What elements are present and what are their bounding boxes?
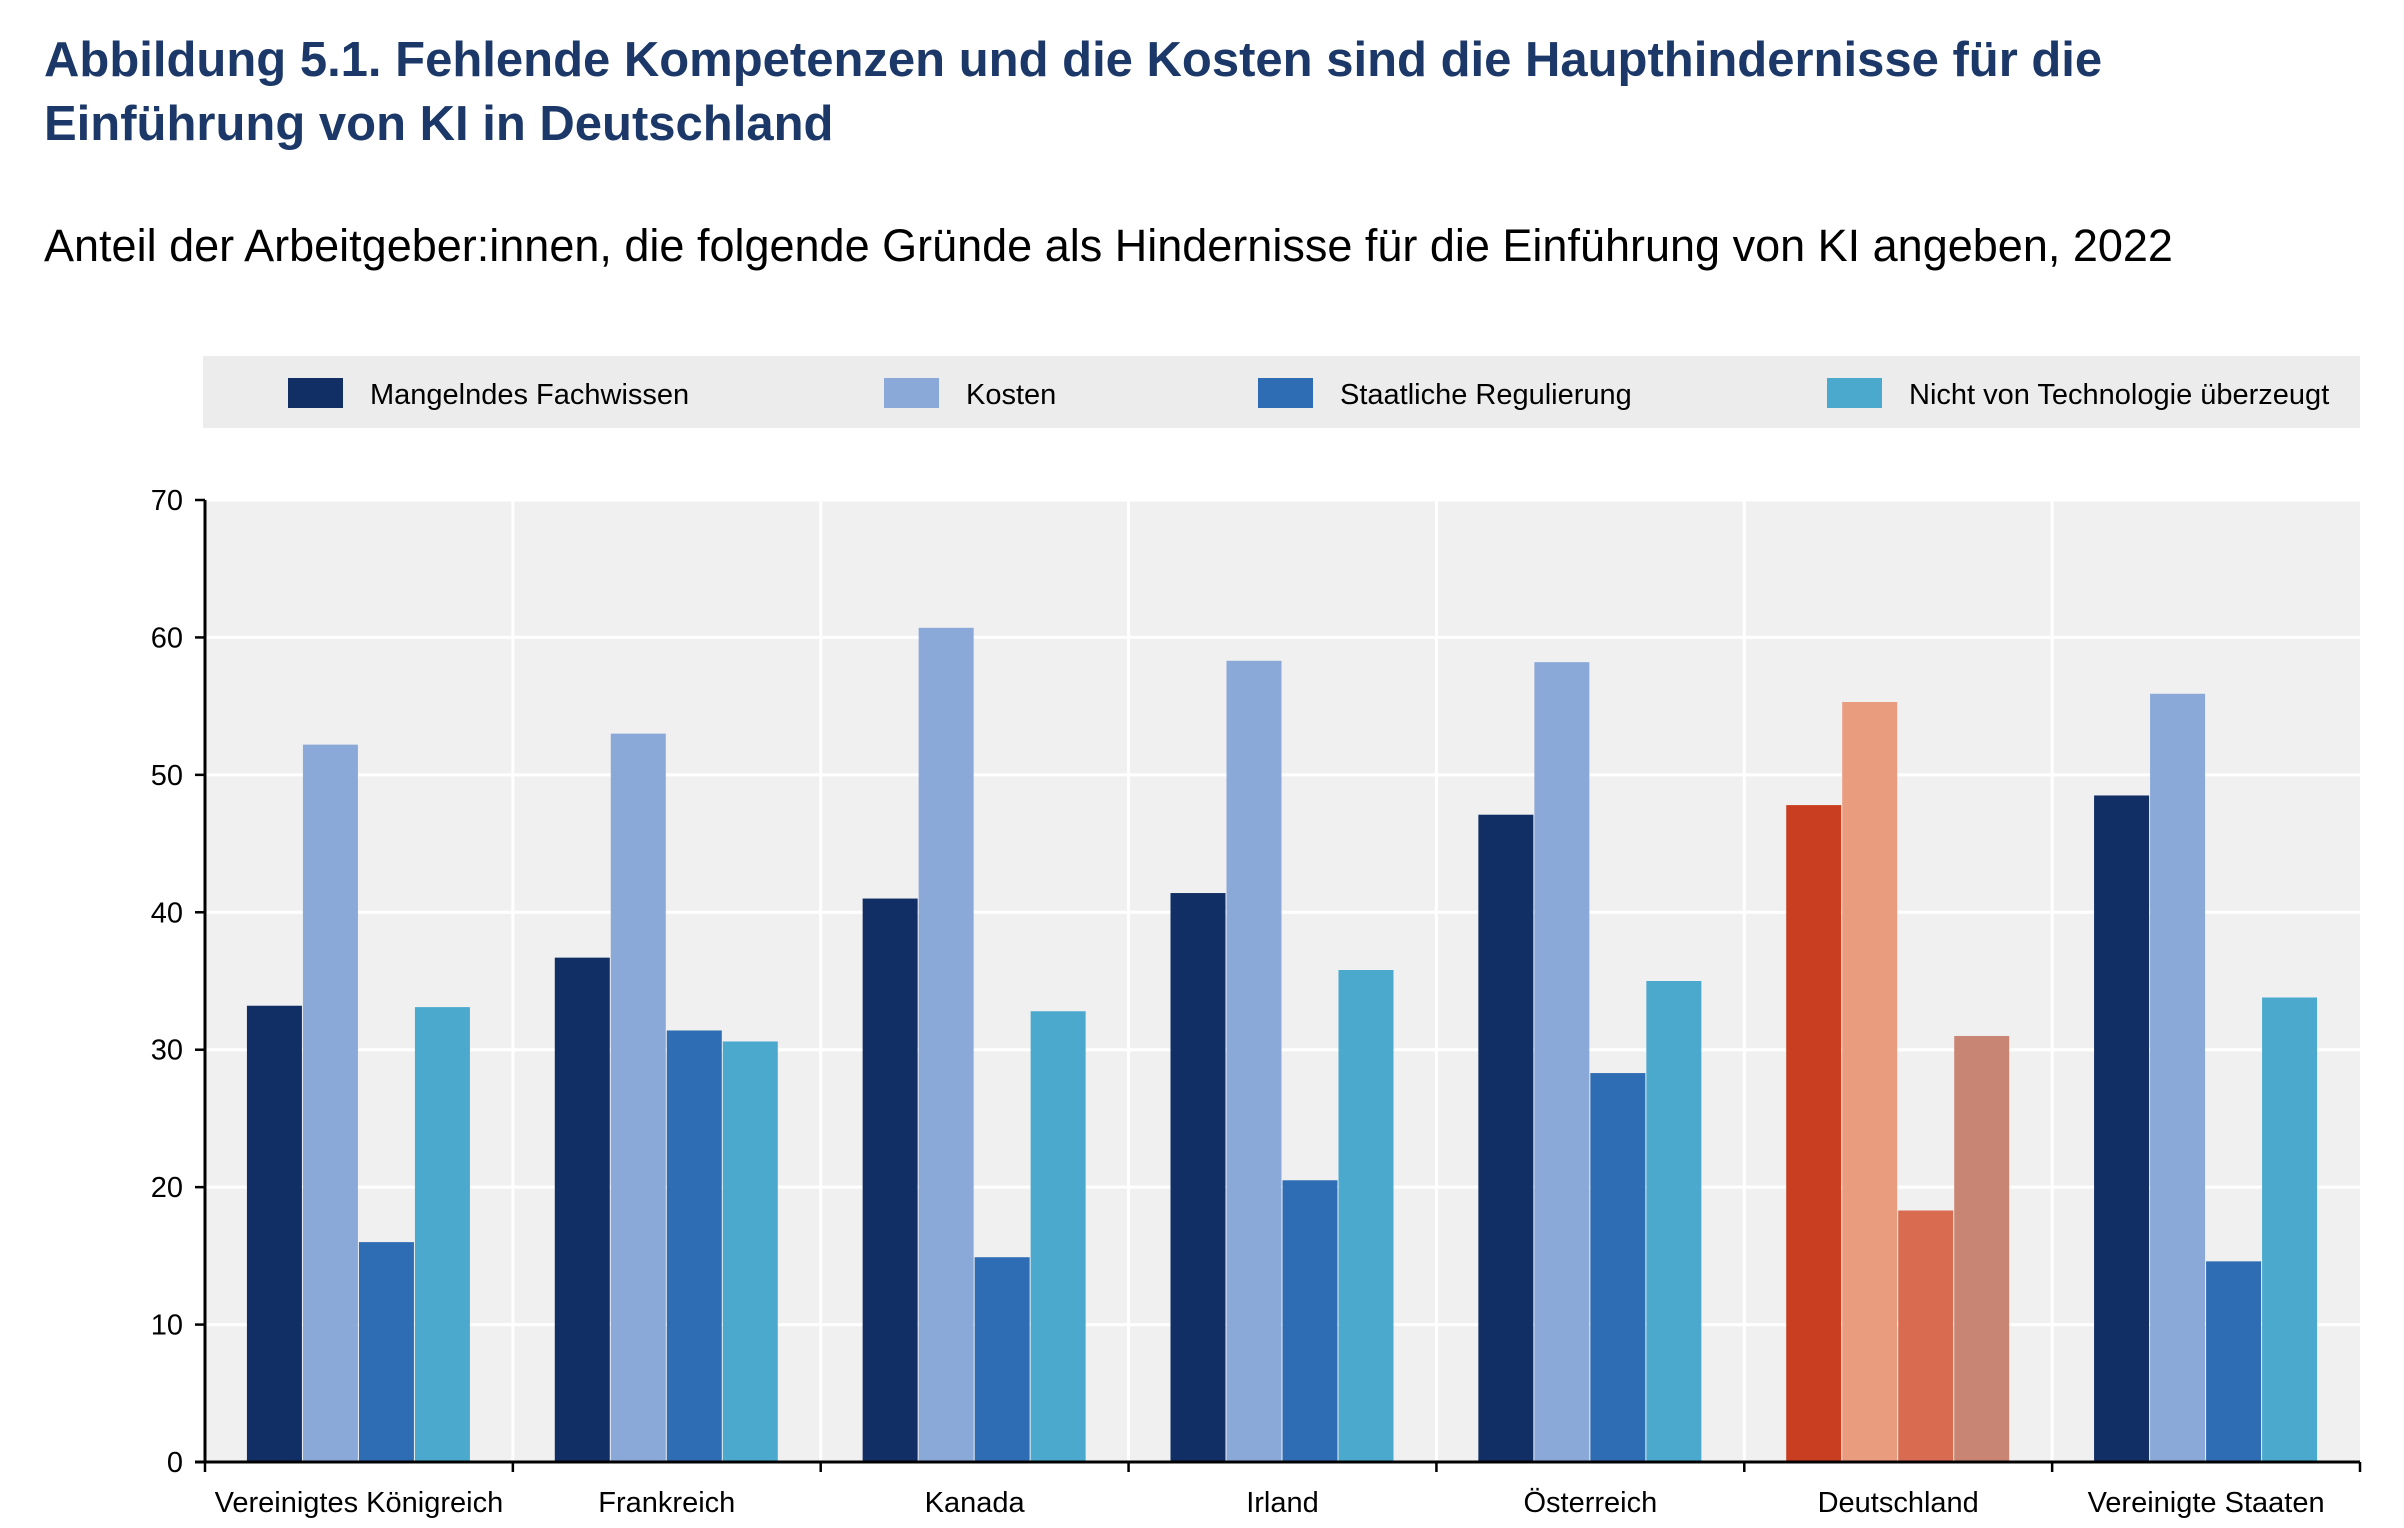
legend-label: Staatliche Regulierung: [1340, 379, 1632, 411]
bar: [862, 898, 918, 1462]
bar: [1954, 1035, 2010, 1462]
bar: [2206, 1261, 2262, 1462]
x-tick-label: Frankreich: [598, 1487, 735, 1519]
legend-swatch: [1827, 378, 1882, 408]
bar: [1030, 1011, 1086, 1462]
x-tick-label: Kanada: [925, 1487, 1026, 1519]
bar: [414, 1007, 470, 1462]
bar: [974, 1257, 1030, 1462]
chart-subtitle: Anteil der Arbeitgeber:innen, die folgen…: [44, 220, 2173, 271]
bar: [1646, 981, 1702, 1462]
bar: [246, 1005, 302, 1462]
bar: [1898, 1210, 1954, 1462]
bar: [2094, 795, 2150, 1462]
bar: [1338, 970, 1394, 1462]
y-tick-label: 70: [151, 485, 183, 517]
x-tick-label: Vereinigte Staaten: [2088, 1487, 2325, 1519]
bar: [1226, 660, 1282, 1462]
legend-label: Nicht von Technologie überzeugt: [1909, 379, 2329, 411]
bar: [1534, 662, 1590, 1462]
bar: [358, 1242, 414, 1462]
legend-label: Kosten: [966, 379, 1056, 411]
bar: [1170, 893, 1226, 1462]
bar: [1842, 702, 1898, 1462]
plot-area: 0 10 20 30 40 50 60 70 Vereinigtes Königreich Fra…: [151, 485, 2362, 1519]
legend-label: Mangelndes Fachwissen: [370, 379, 689, 411]
y-tick-label: 60: [151, 622, 183, 654]
x-tick-label: Irland: [1246, 1487, 1319, 1519]
legend-swatch: [288, 378, 343, 408]
y-tick-label: 0: [167, 1447, 183, 1479]
legend: Mangelndes Fachwissen Kosten Staatliche Re…: [203, 356, 2360, 428]
bar: [610, 733, 666, 1462]
bar: [1282, 1180, 1338, 1462]
bar: [1590, 1073, 1646, 1462]
x-tick-label: Deutschland: [1818, 1487, 1979, 1519]
chart-title: Abbildung 5.1. Fehlende Kompetenzen und …: [44, 33, 2103, 151]
legend-swatch: [1258, 378, 1313, 408]
bar: [554, 957, 610, 1462]
bar: [666, 1030, 722, 1462]
y-tick-label: 50: [151, 760, 183, 792]
bar: [722, 1041, 778, 1462]
y-tick-label: 10: [151, 1310, 183, 1342]
bar: [2150, 693, 2206, 1462]
y-tick-label: 20: [151, 1172, 183, 1204]
y-tick-label: 40: [151, 897, 183, 929]
x-tick-label: Österreich: [1523, 1487, 1657, 1519]
bar: [918, 627, 974, 1462]
bar: [302, 744, 358, 1462]
bar: [2262, 997, 2318, 1462]
bar: [1786, 805, 1842, 1462]
y-tick-label: 30: [151, 1035, 183, 1067]
bar: [1478, 814, 1534, 1462]
x-tick-label: Vereinigtes Königreich: [215, 1487, 504, 1519]
legend-swatch: [884, 378, 939, 408]
